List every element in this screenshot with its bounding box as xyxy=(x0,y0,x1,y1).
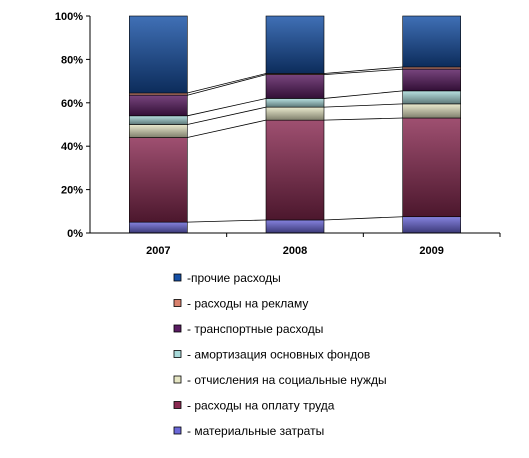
series-line-0-4 xyxy=(187,74,267,96)
series-line-1-1 xyxy=(323,117,403,121)
x-category-label: 2009 xyxy=(419,245,443,257)
bar-segment-2008-s6 xyxy=(265,15,325,74)
bar-segment-2008-s4 xyxy=(265,74,325,99)
series-line-0-2 xyxy=(187,106,267,125)
y-tick-label: 100% xyxy=(55,11,83,23)
y-tick-label: 60% xyxy=(61,98,83,110)
legend-label: -прочие расходы xyxy=(187,271,281,285)
bar-segment-2007-s4 xyxy=(129,94,188,117)
bar-segment-2009-s2 xyxy=(402,103,461,119)
bar-segment-2007-s0 xyxy=(129,221,188,234)
bar-segment-2008-s2 xyxy=(265,106,325,121)
legend-label: - материальные затраты xyxy=(187,424,324,438)
bar-segment-2008-s1 xyxy=(265,119,325,221)
legend: -прочие расходы - расходы на рекламу - тра… xyxy=(173,271,387,438)
legend-label: - расходы на рекламу xyxy=(187,297,308,311)
legend-swatch xyxy=(173,350,182,358)
bar-segment-2007-s5 xyxy=(129,92,188,96)
y-tick-label: 40% xyxy=(61,141,83,153)
series-line-0-1 xyxy=(187,119,267,138)
y-tick-label: 0% xyxy=(67,228,83,240)
y-tick-label: 80% xyxy=(61,54,83,66)
axes-layer xyxy=(86,15,501,237)
series-line-0-0 xyxy=(187,219,267,223)
bar-segment-2009-s4 xyxy=(402,68,461,92)
legend-label: - амортизация основных фондов xyxy=(187,348,370,362)
series-line-1-5 xyxy=(323,66,403,74)
bar-segment-2007-s6 xyxy=(129,15,188,94)
bar-segment-2008-s3 xyxy=(265,98,325,108)
bar-segment-2009-s1 xyxy=(402,117,461,218)
bar-segment-2009-s0 xyxy=(402,216,461,234)
legend-label: - отчисления на социальные нужды xyxy=(187,373,387,387)
series-line-0-3 xyxy=(187,98,267,117)
series-line-0-5 xyxy=(187,73,267,94)
bar-segment-2007-s2 xyxy=(129,124,188,138)
series-line-1-4 xyxy=(323,68,403,75)
connector-lines xyxy=(187,66,403,223)
bar-segment-2009-s5 xyxy=(402,66,461,70)
bar-segment-2009-s3 xyxy=(402,90,461,105)
legend-swatch xyxy=(173,299,182,307)
bar-segment-2007-s1 xyxy=(129,137,188,223)
x-category-label: 2007 xyxy=(146,245,170,257)
y-tick-label: 20% xyxy=(61,185,83,197)
bar-segment-2008-s0 xyxy=(265,219,325,234)
bars-layer xyxy=(129,15,461,234)
legend-swatch xyxy=(173,375,182,384)
legend-swatch xyxy=(173,426,182,435)
legend-label: - расходы на оплату труда xyxy=(187,399,335,413)
legend-swatch xyxy=(173,324,182,333)
series-line-1-2 xyxy=(323,103,403,108)
x-category-labels: 2007 2008 2009 xyxy=(146,245,444,257)
bar-segment-2009-s6 xyxy=(402,15,461,68)
legend-label: - транспортные расходы xyxy=(187,322,323,336)
bar-segment-2007-s3 xyxy=(129,115,188,125)
series-line-1-0 xyxy=(323,216,403,221)
x-category-label: 2008 xyxy=(283,245,307,257)
legend-swatch xyxy=(173,401,182,409)
series-line-1-3 xyxy=(323,90,403,99)
y-tick-labels: 0% 20% 40% 60% 80% 100% xyxy=(55,11,83,240)
legend-swatch xyxy=(173,273,182,282)
